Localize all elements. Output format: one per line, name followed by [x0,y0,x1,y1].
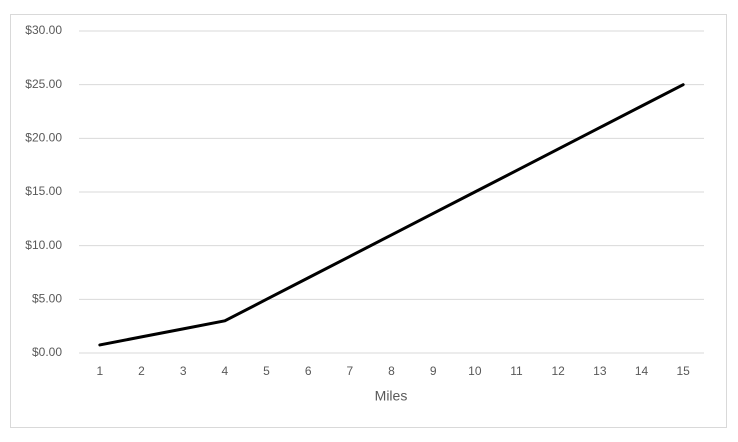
x-tick-label: 3 [180,364,187,378]
x-tick-label: 12 [551,364,565,378]
chart-border [10,14,727,428]
x-tick-label: 6 [305,364,312,378]
y-tick-label: $20.00 [25,131,62,145]
x-tick-label: 7 [346,364,353,378]
x-tick-label: 15 [676,364,690,378]
x-tick-label: 11 [510,364,523,378]
y-tick-label: $5.00 [32,292,62,306]
x-tick-label: 9 [430,364,437,378]
x-tick-label: 13 [593,364,607,378]
x-tick-label: 2 [138,364,145,378]
line-series [98,83,685,347]
x-tick-label: 1 [96,364,103,378]
x-tick-label: 14 [635,364,649,378]
y-tick-label: $25.00 [25,77,62,91]
y-tick-label: $0.00 [32,345,62,359]
x-tick-label: 4 [221,364,228,378]
y-tick-label: $30.00 [25,23,62,37]
y-tick-label: $15.00 [25,184,62,198]
y-tick-label: $10.00 [25,238,62,252]
x-tick-label: 5 [263,364,270,378]
x-axis-title: Miles [375,388,408,404]
x-tick-label: 8 [388,364,395,378]
x-tick-label: 10 [468,364,482,378]
